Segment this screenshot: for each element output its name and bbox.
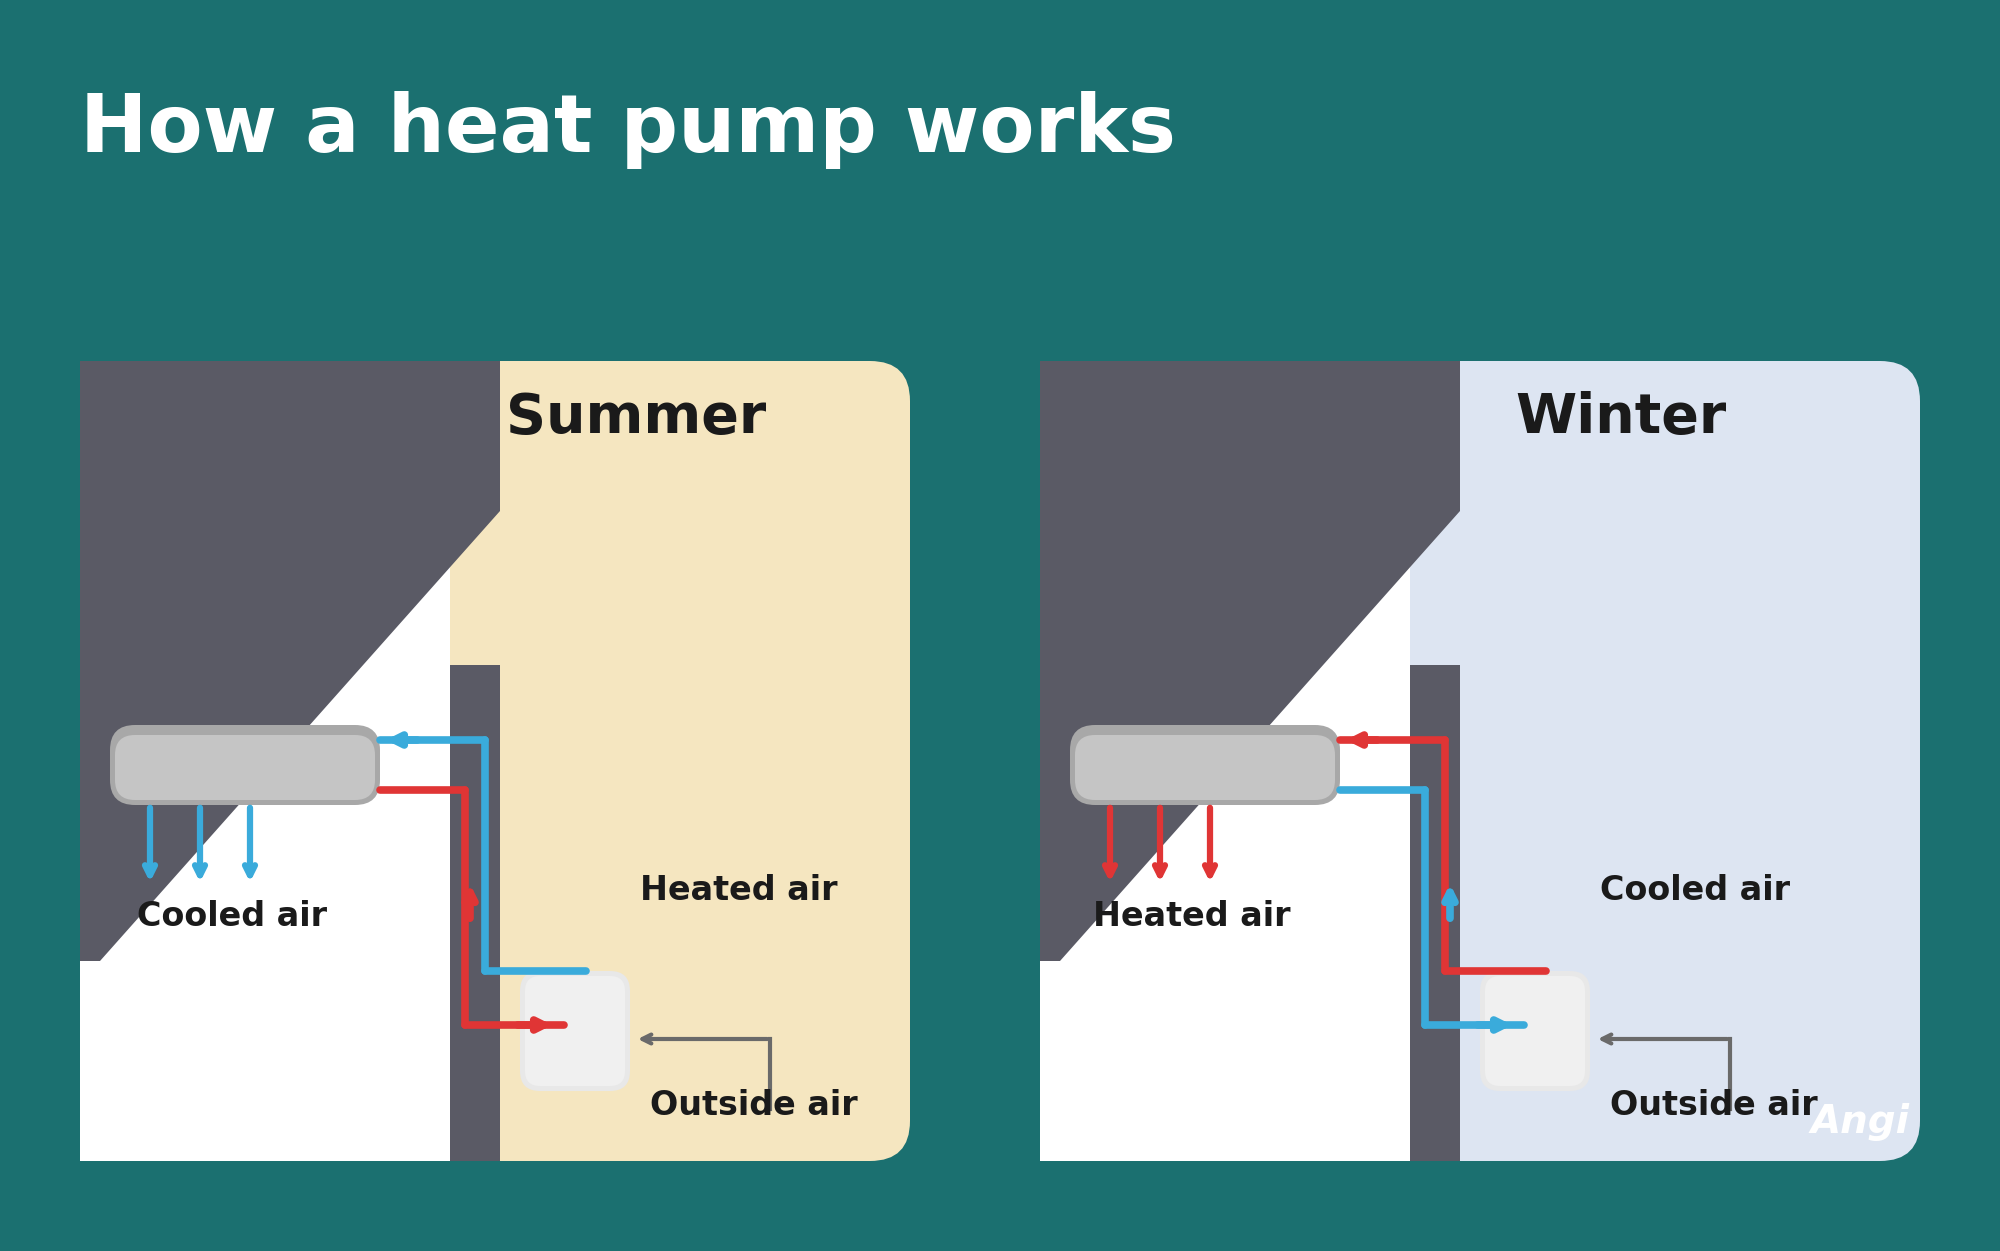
FancyBboxPatch shape [110, 726, 380, 804]
Text: Heated air: Heated air [640, 874, 838, 907]
FancyBboxPatch shape [526, 976, 626, 1086]
FancyBboxPatch shape [520, 971, 630, 1091]
Bar [1410, 666, 1460, 1161]
Text: Outside air: Outside air [1610, 1090, 1818, 1122]
Text: Outside air: Outside air [650, 1090, 858, 1122]
Bar [1040, 362, 1410, 1161]
FancyBboxPatch shape [1076, 736, 1336, 799]
FancyBboxPatch shape [1480, 971, 1590, 1091]
Text: How a heat pump works: How a heat pump works [80, 91, 1176, 169]
Polygon shape [1040, 362, 1460, 961]
FancyBboxPatch shape [1070, 726, 1340, 804]
Text: Winter: Winter [1516, 392, 1726, 445]
Text: Angi: Angi [1812, 1103, 1910, 1141]
Text: Cooled air: Cooled air [1600, 874, 1790, 907]
Polygon shape [80, 362, 500, 961]
Text: Heated air: Heated air [1092, 899, 1290, 933]
FancyBboxPatch shape [1040, 362, 1920, 1161]
FancyBboxPatch shape [80, 362, 910, 1161]
Bar [450, 666, 500, 1161]
Text: Cooled air: Cooled air [136, 899, 326, 933]
Bar [80, 362, 450, 1161]
FancyBboxPatch shape [116, 736, 376, 799]
Text: Summer: Summer [506, 392, 766, 445]
FancyBboxPatch shape [1484, 976, 1584, 1086]
